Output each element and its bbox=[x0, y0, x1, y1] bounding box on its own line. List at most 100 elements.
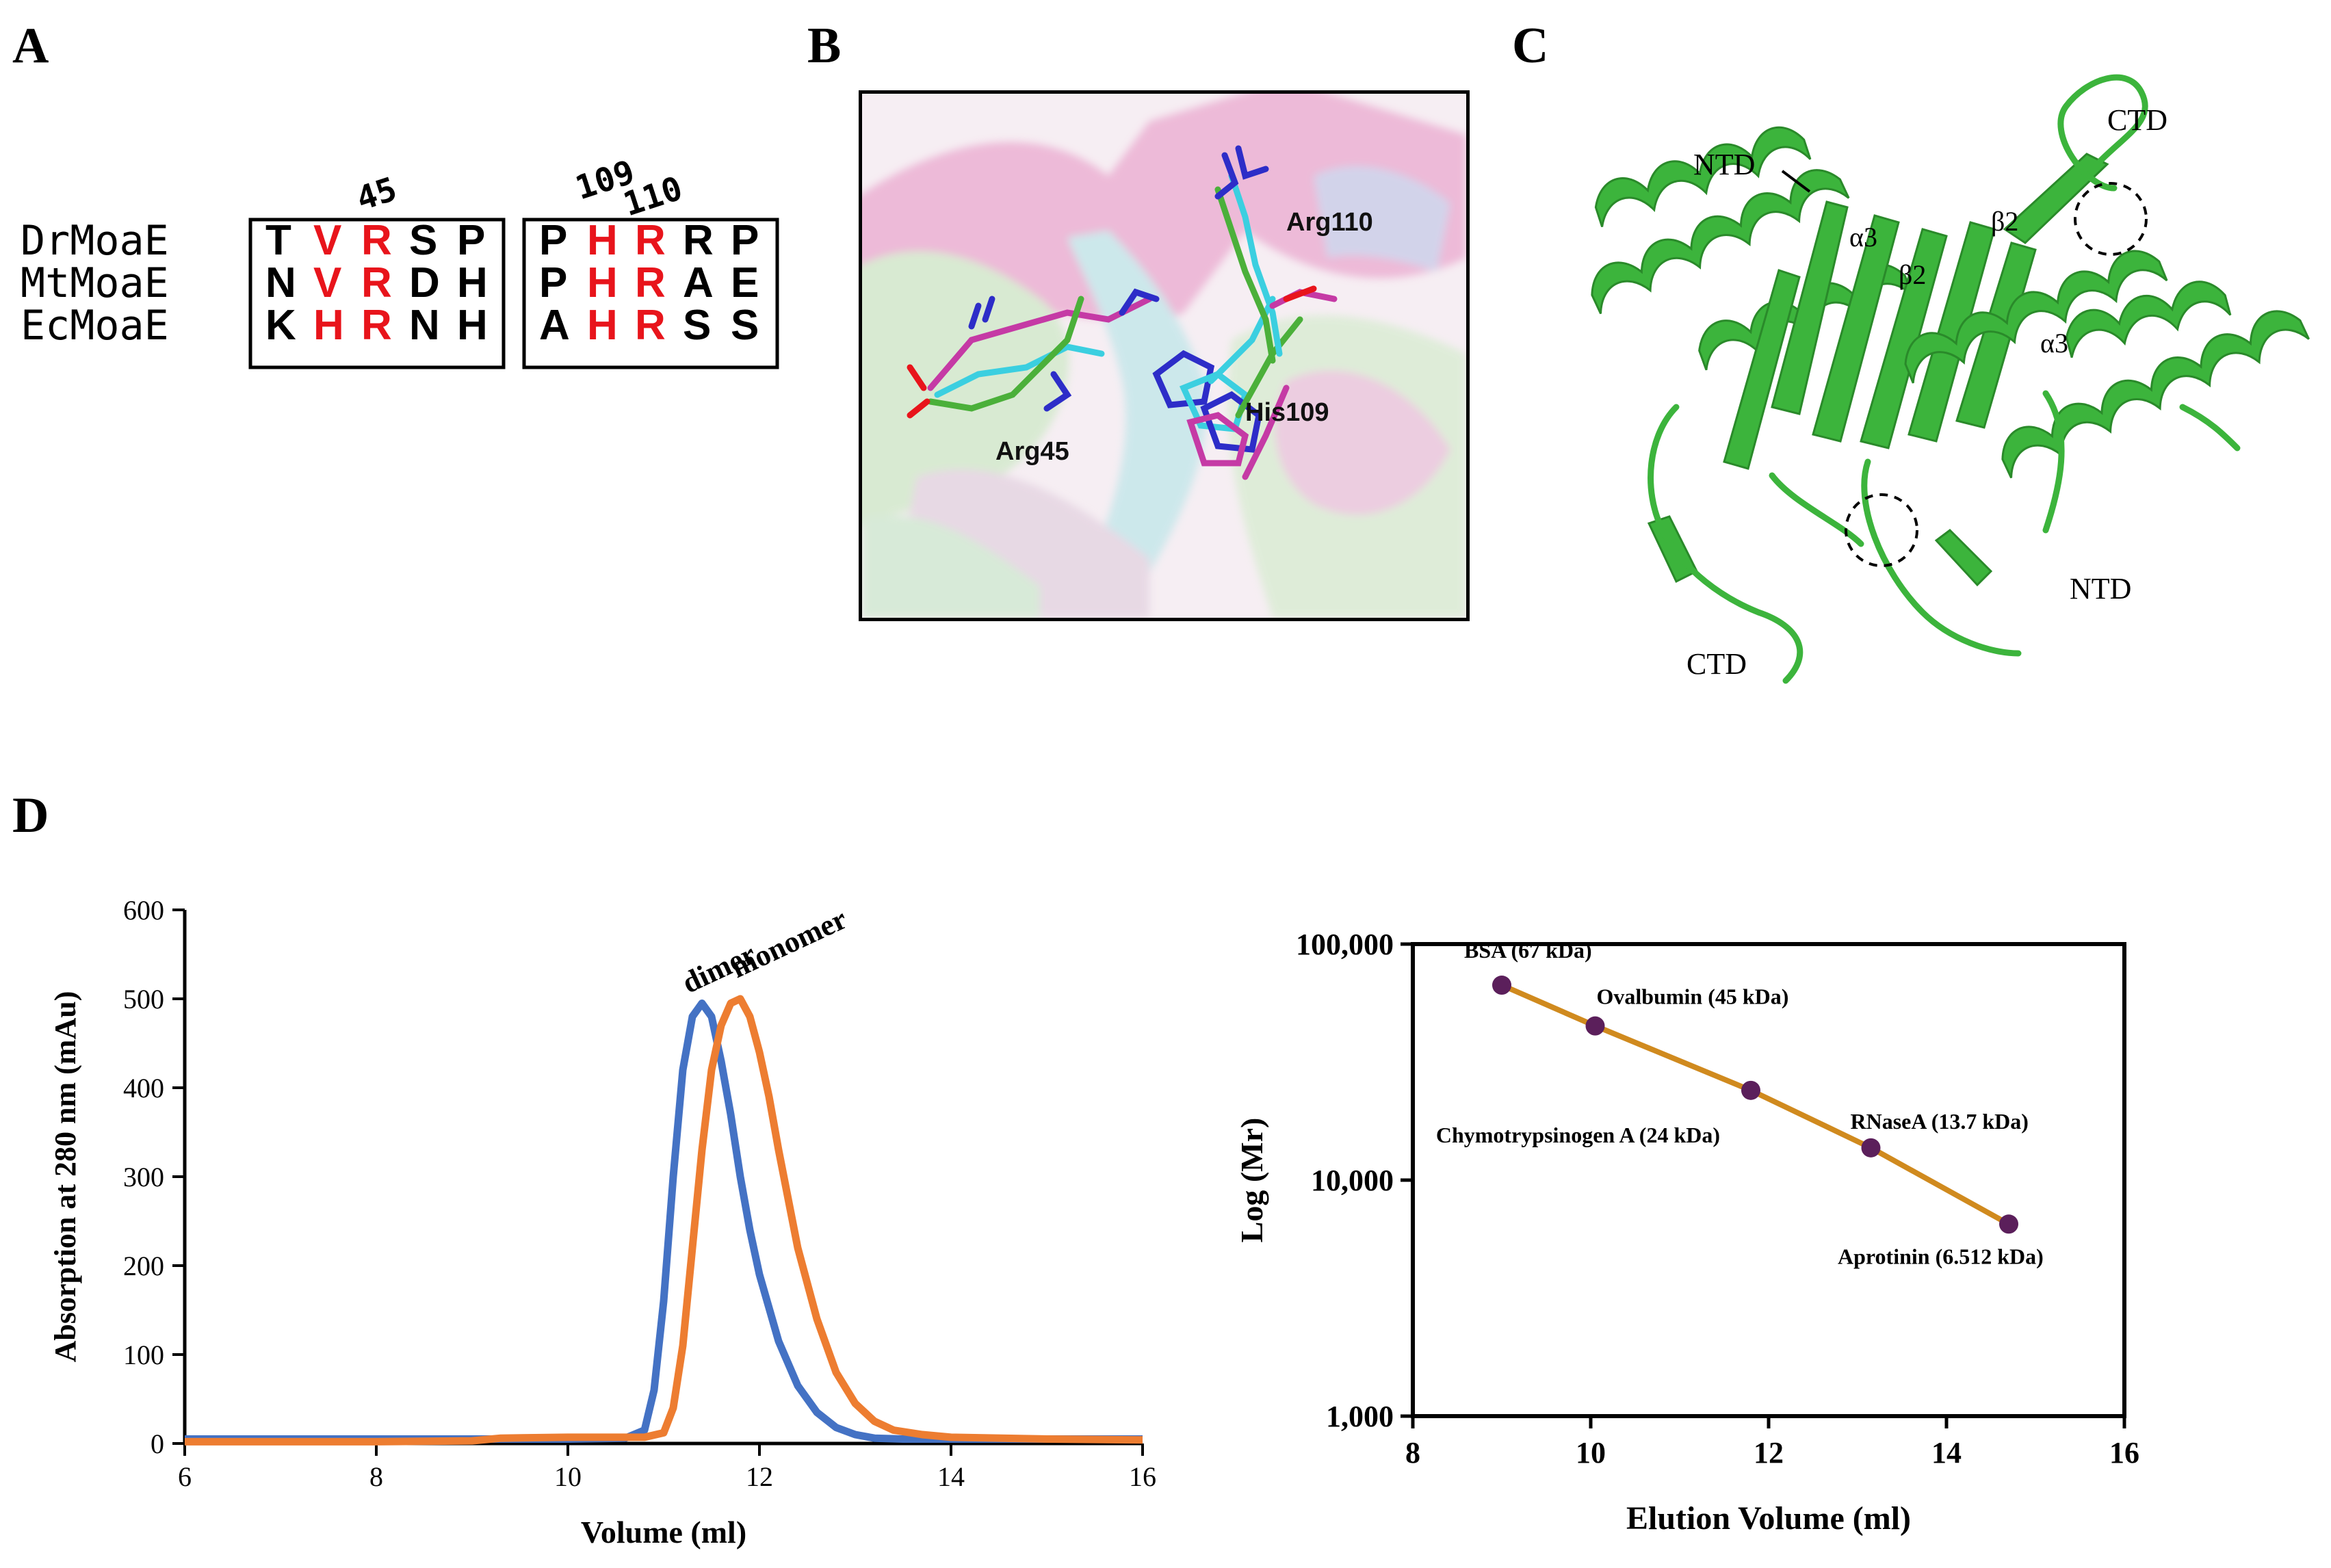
cartoon-ribbons bbox=[1591, 126, 2310, 587]
residue: D bbox=[409, 259, 440, 306]
y-tick-label: 400 bbox=[123, 1073, 164, 1103]
data-point bbox=[1861, 1138, 1881, 1158]
x-tick-label: 12 bbox=[746, 1461, 773, 1492]
label-beta2-right: β2 bbox=[1991, 206, 2018, 237]
y-axis-title: Log (Mr) bbox=[1234, 1118, 1269, 1243]
data-point bbox=[1741, 1080, 1760, 1100]
species-name: MtMoaE bbox=[21, 259, 169, 307]
label-ctd-top: CTD bbox=[2107, 103, 2167, 137]
size-exclusion-chromatogram: 0 100 200 300 400 500 600 6 8 10 12 14 16 Volume (ml)… bbox=[49, 895, 1156, 1550]
residue: H bbox=[587, 217, 618, 264]
residue: P bbox=[539, 259, 567, 306]
species-name: EcMoaE bbox=[21, 302, 169, 350]
cartoon-loops bbox=[1648, 74, 2241, 684]
label-arg45: Arg45 bbox=[995, 437, 1069, 466]
disordered-loop-circle-top bbox=[2074, 182, 2148, 256]
panel-label-c: C bbox=[1512, 18, 1549, 74]
series-line-dimer bbox=[185, 999, 1143, 1443]
residue: H bbox=[313, 302, 344, 349]
residue: H bbox=[587, 259, 618, 306]
y-tick-label: 100 bbox=[123, 1340, 164, 1370]
y-tick-label: 200 bbox=[123, 1251, 164, 1281]
residue: A bbox=[683, 259, 714, 306]
x-axis-title: Volume (ml) bbox=[581, 1515, 746, 1550]
position-number: 45 bbox=[352, 170, 401, 218]
x-axis-title: Elution Volume (ml) bbox=[1626, 1500, 1911, 1537]
residue: S bbox=[409, 217, 437, 264]
plot-frame bbox=[1411, 942, 2126, 1418]
residue: P bbox=[731, 217, 759, 264]
x-tick-label: 12 bbox=[1754, 1436, 1784, 1469]
data-point bbox=[1585, 1016, 1605, 1036]
point-label: BSA (67 kDa) bbox=[1464, 938, 1592, 963]
label-alpha3-right: α3 bbox=[2040, 328, 2068, 358]
residue: P bbox=[539, 217, 567, 264]
residue: R bbox=[635, 302, 666, 349]
y-tick-label: 300 bbox=[123, 1162, 164, 1192]
x-tick-label: 6 bbox=[178, 1461, 192, 1492]
point-label: Aprotinin (6.512 kDa) bbox=[1838, 1244, 2044, 1268]
residue: H bbox=[457, 259, 488, 306]
residue: R bbox=[361, 259, 392, 306]
residue: R bbox=[635, 259, 666, 306]
residue: E bbox=[731, 259, 759, 306]
data-point bbox=[1999, 1214, 2018, 1234]
arg45-sticks bbox=[907, 288, 1160, 419]
residue: R bbox=[361, 302, 392, 349]
x-tick-label: 10 bbox=[1576, 1436, 1606, 1469]
y-tick-label: 10,000 bbox=[1311, 1164, 1394, 1197]
residue: R bbox=[361, 217, 392, 264]
panel-label-a: A bbox=[12, 18, 49, 74]
residue: P bbox=[457, 217, 485, 264]
point-label: Chymotrypsinogen A (24 kDa) bbox=[1436, 1123, 1720, 1147]
x-tick-label: 14 bbox=[937, 1461, 965, 1492]
residue: R bbox=[683, 217, 714, 264]
alignment-block-1 bbox=[248, 218, 506, 369]
residue: A bbox=[539, 302, 570, 349]
label-his109: His109 bbox=[1245, 398, 1329, 427]
residue: S bbox=[731, 302, 759, 349]
label-alpha3-left: α3 bbox=[1849, 222, 1877, 252]
residue: H bbox=[587, 302, 618, 349]
residue: N bbox=[409, 302, 440, 349]
point-label: RNaseA (13.7 kDa) bbox=[1851, 1109, 2029, 1134]
active-site-overlay-image: Arg110 Arg45 His109 bbox=[859, 90, 1470, 621]
calibration-curve-chart: 1,000 10,000 100,000 8 10 12 14 16 Elution Volum… bbox=[1234, 928, 2139, 1537]
y-tick-label: 600 bbox=[123, 895, 164, 926]
residue: S bbox=[683, 302, 711, 349]
y-tick-label: 500 bbox=[123, 984, 164, 1015]
arg110-sticks bbox=[1214, 145, 1338, 364]
point-label: Ovalbumin (45 kDa) bbox=[1597, 984, 1789, 1009]
x-tick-label: 14 bbox=[1931, 1436, 1962, 1469]
panel-label-b: B bbox=[807, 18, 842, 74]
y-tick-label: 1,000 bbox=[1326, 1400, 1394, 1433]
y-tick-label: 100,000 bbox=[1296, 928, 1394, 961]
label-ntd-top: NTD bbox=[1693, 148, 1755, 181]
y-tick-label: 0 bbox=[151, 1428, 164, 1459]
x-tick-label: 10 bbox=[554, 1461, 582, 1492]
residue: T bbox=[265, 217, 291, 264]
residue: N bbox=[265, 259, 296, 306]
residue: K bbox=[265, 302, 296, 349]
x-tick-label: 16 bbox=[1129, 1461, 1156, 1492]
disordered-loop-circle-bottom bbox=[1845, 493, 1918, 567]
calibration-fit-line bbox=[1500, 982, 2010, 1227]
x-tick-label: 8 bbox=[1405, 1436, 1420, 1469]
x-tick-label: 16 bbox=[2109, 1436, 2139, 1469]
panel-label-d: D bbox=[12, 787, 49, 844]
label-beta2-left: β2 bbox=[1899, 259, 1926, 290]
alignment-block-2 bbox=[522, 218, 779, 369]
species-name: DrMoaE bbox=[21, 217, 169, 265]
label-ctd-bottom: CTD bbox=[1687, 647, 1747, 681]
alignment-residues: T V R S PN V R D HK H R N HP H R R PP H R A EA H R S S bbox=[265, 217, 759, 349]
x-tick-label: 8 bbox=[369, 1461, 383, 1492]
residue: V bbox=[313, 259, 341, 306]
data-point bbox=[1492, 976, 1511, 995]
label-arg110: Arg110 bbox=[1286, 208, 1373, 237]
residue: H bbox=[457, 302, 488, 349]
label-ntd-right: NTD bbox=[2070, 572, 2131, 605]
residue: R bbox=[635, 217, 666, 264]
